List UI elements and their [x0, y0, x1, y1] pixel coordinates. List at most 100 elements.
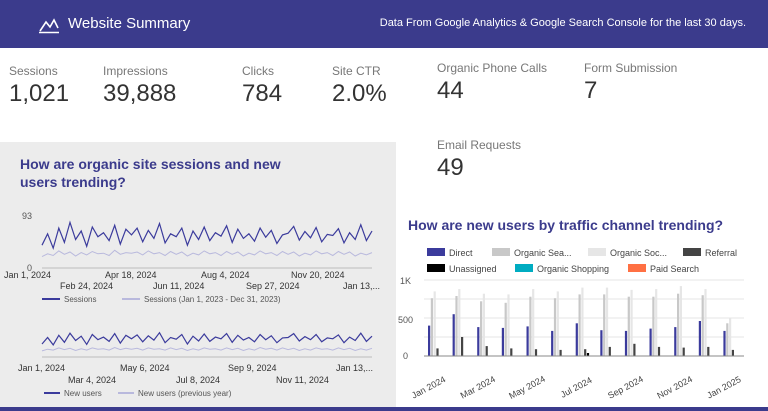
bar-organic-soc-0: [433, 291, 436, 356]
legend-label: Unassigned: [449, 264, 497, 274]
bar-referral-12: [731, 349, 734, 356]
bar-direct-4: [526, 326, 529, 356]
bar-referral-5: [559, 349, 562, 356]
y-tick-label: 500: [398, 315, 413, 325]
x-tick-label: Jul 2024: [559, 375, 594, 400]
legend-label: Direct: [449, 248, 473, 258]
x-tick-label: May 6, 2024: [120, 363, 170, 373]
channel-legend: Direct Organic Sea... Organic Soc... Ref…: [427, 248, 737, 274]
x-tick-label: Apr 18, 2024: [105, 270, 157, 280]
legend-swatch-organic-search: [492, 248, 510, 256]
bar-referral-6: [584, 349, 587, 356]
bar-referral-0: [436, 348, 439, 356]
sessions-chart: 93 0 Jan 1, 2024 Apr 18, 2024 Aug 4, 202…: [4, 211, 380, 304]
legend-swatch-organic-social: [588, 248, 606, 256]
kpi-value: 7: [584, 77, 598, 104]
bar-direct-6: [575, 323, 578, 356]
legend-label: New users (previous year): [138, 389, 232, 398]
bar-organic-soc-1: [458, 289, 461, 356]
kpi-label: Form Submission: [584, 61, 678, 75]
new-users-chart: Jan 1, 2024 May 6, 2024 Sep 9, 2024 Jan …: [18, 331, 373, 398]
channel-chart-title: How are new users by traffic channel tre…: [408, 217, 724, 233]
bar-direct-0: [428, 325, 431, 356]
y-tick-label: 1K: [400, 276, 411, 286]
bar-organic-sea-0: [430, 298, 433, 356]
bar-organic-soc-7: [605, 287, 609, 356]
bar-organic-soc-9: [655, 289, 658, 356]
x-tick-label: Jul 8, 2024: [176, 375, 220, 385]
x-tick-label: Mar 4, 2024: [68, 375, 116, 385]
bar-organic-sea-10: [677, 293, 680, 356]
x-tick-label: Aug 4, 2024: [201, 270, 250, 280]
bar-organic-sea-9: [652, 296, 655, 356]
new-users-previous-series-line: [41, 346, 373, 352]
bar-direct-9: [649, 328, 652, 356]
sessions-series-line: [41, 220, 373, 250]
bar-referral-1: [461, 337, 464, 356]
x-tick-label: Sep 2024: [606, 374, 645, 401]
bar-organic-sea-8: [627, 296, 630, 356]
y-tick-label: 0: [403, 351, 408, 361]
x-tick-label: Jan 2024: [410, 374, 447, 400]
kpi-form-submission: Form Submission 7: [584, 61, 677, 105]
legend-label: Organic Sea...: [514, 248, 572, 258]
bottom-bar: [0, 407, 768, 411]
legend-label: New users: [64, 389, 102, 398]
kpi-site-ctr: Site CTR 2.0%: [332, 64, 387, 108]
bar-organic-sea-11: [701, 295, 704, 356]
bar-organic-soc-2: [482, 293, 485, 356]
bar-organic-soc-12: [729, 318, 732, 356]
x-tick-label: Nov 11, 2024: [276, 375, 329, 385]
x-tick-label: Jan 1, 2024: [4, 270, 51, 280]
legend-swatch-organic-shopping: [515, 264, 533, 272]
bar-organic-soc-4: [532, 289, 535, 356]
legend-label: Organic Shopping: [537, 264, 609, 274]
bar-referral-11: [707, 346, 710, 356]
legend-label: Sessions (Jan 1, 2023 - Dec 31, 2023): [144, 295, 281, 304]
report-header: Website Summary Data From Google Analyti…: [0, 0, 768, 48]
bar-organic-soc-3: [507, 294, 510, 356]
bar-direct-3: [501, 327, 504, 356]
bar-organic-soc-10: [679, 286, 682, 356]
channel-x-ticks: Jan 2024 Mar 2024 May 2024 Jul 2024 Sep 2024…: [410, 374, 743, 401]
bar-organic-sea-5: [553, 298, 557, 356]
kpi-value: 784: [242, 80, 283, 107]
x-tick-label: Jan 13,...: [336, 363, 373, 373]
bar-organic-soc-6: [581, 287, 584, 356]
bar-direct-12: [723, 330, 726, 356]
bar-organic-sea-2: [480, 301, 483, 356]
kpi-value: 39,888: [103, 80, 177, 107]
legend-swatch-referral: [683, 248, 701, 256]
kpi-organic-phone-calls: Organic Phone Calls 44: [437, 61, 547, 105]
x-tick-label: Jan 13,...: [343, 281, 380, 291]
bar-referral-10: [682, 347, 685, 356]
kpi-label: Clicks: [242, 64, 274, 78]
sessions-chart-title: How are organic site sessions and new us…: [20, 156, 281, 190]
kpi-label: Site CTR: [332, 64, 381, 78]
bar-direct-5: [551, 330, 554, 356]
bar-referral-3: [510, 348, 513, 356]
legend-swatch-unassigned: [427, 264, 445, 272]
kpi-label: Impressions: [103, 64, 168, 78]
bar-referral-8: [633, 343, 636, 356]
bar-organic-sea-12: [726, 323, 729, 356]
bar-organic-soc-11: [704, 289, 707, 356]
bar-referral-4: [534, 349, 538, 356]
bar-direct-1: [452, 314, 455, 356]
kpi-label: Email Requests: [437, 138, 522, 152]
kpi-sessions: Sessions 1,021: [9, 64, 69, 108]
legend-label: Paid Search: [650, 264, 699, 274]
kpi-value: 2.0%: [332, 80, 387, 107]
kpi-value: 1,021: [9, 80, 70, 107]
x-tick-label: Jun 11, 2024: [153, 281, 204, 291]
kpi-value: 49: [437, 154, 464, 181]
bar-organic-sea-1: [455, 296, 458, 356]
new-users-series-line: [41, 331, 373, 346]
sessions-panel: How are organic site sessions and new us…: [0, 142, 396, 409]
x-tick-label: Mar 2024: [459, 374, 497, 401]
legend-swatch-paid-search: [628, 264, 646, 272]
y-tick-label: 0: [27, 263, 32, 273]
report-title: Website Summary: [68, 15, 191, 32]
x-tick-label: Sep 27, 2024: [246, 281, 300, 291]
bar-direct-11: [698, 321, 701, 356]
